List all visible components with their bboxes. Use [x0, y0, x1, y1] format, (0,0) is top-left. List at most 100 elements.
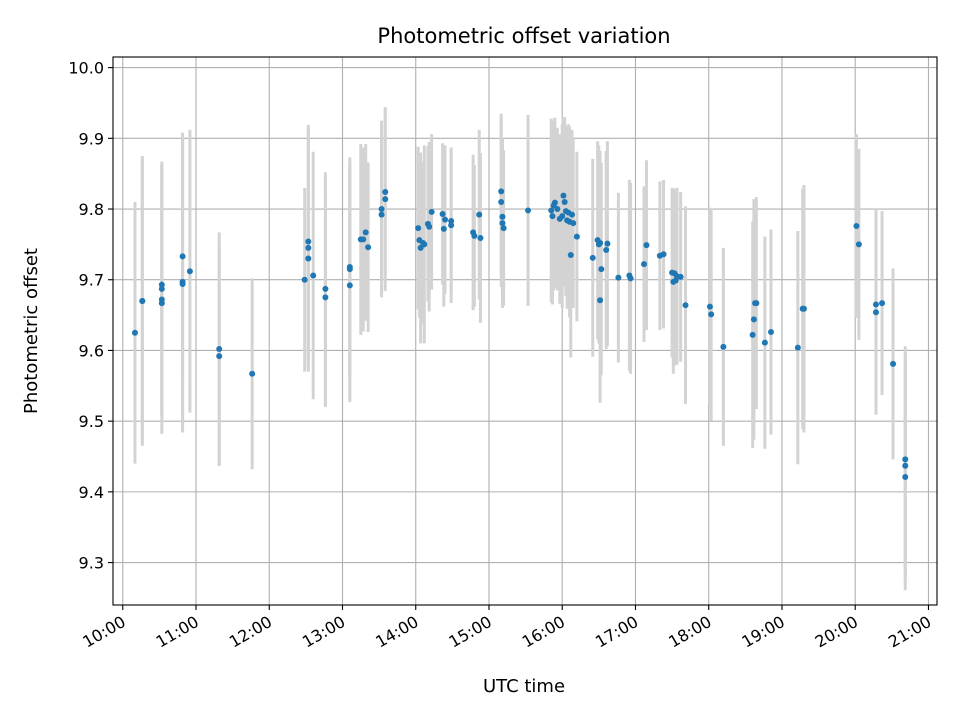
point-layer [131, 188, 909, 481]
data-point [249, 370, 256, 377]
data-point [548, 207, 555, 214]
y-tick-label: 10.0 [68, 59, 104, 78]
data-point [559, 213, 566, 220]
data-point [573, 233, 580, 240]
data-point [476, 211, 483, 218]
data-point [554, 206, 561, 213]
data-point [362, 229, 369, 236]
data-point [589, 254, 596, 261]
data-point [567, 251, 574, 258]
data-point [603, 247, 610, 254]
data-point [872, 309, 879, 316]
y-axis-ticks: 9.3 9.4 9.5 9.6 9.7 9.8 9.9 10.0 [68, 59, 113, 573]
y-tick-label: 9.6 [79, 341, 104, 360]
data-point [641, 261, 648, 268]
data-point [767, 329, 774, 336]
data-point [310, 272, 317, 279]
data-point [570, 220, 577, 227]
data-point [677, 273, 684, 280]
data-point [568, 211, 575, 218]
y-axis-label: Photometric offset [21, 248, 42, 414]
y-tick-label: 9.8 [79, 200, 104, 219]
data-point [560, 192, 567, 199]
data-point [749, 331, 756, 338]
data-point [604, 240, 611, 247]
y-tick-label: 9.7 [79, 271, 104, 290]
y-tick-label: 9.3 [79, 554, 104, 573]
data-point [800, 305, 807, 312]
data-point [706, 303, 713, 310]
data-point [598, 266, 605, 273]
data-point [305, 255, 312, 262]
data-point [551, 199, 558, 206]
data-point [415, 225, 422, 232]
data-point [872, 301, 879, 308]
data-point [428, 208, 435, 215]
data-point [498, 198, 505, 205]
data-point [549, 213, 556, 220]
data-point [179, 253, 186, 260]
data-point [682, 302, 689, 309]
data-point [499, 213, 506, 220]
data-point [525, 207, 532, 214]
data-point [902, 462, 909, 469]
data-point [322, 294, 329, 301]
axes-frame [112, 56, 938, 606]
data-point [853, 222, 860, 229]
data-point [158, 281, 165, 288]
data-point [158, 285, 165, 292]
data-point [346, 266, 353, 273]
data-point [708, 311, 715, 318]
x-axis-label: UTC time [483, 676, 565, 697]
data-point [421, 241, 428, 248]
data-point [500, 225, 507, 232]
data-point [139, 297, 146, 304]
data-point [382, 189, 389, 196]
data-point [448, 218, 455, 225]
chart-title: Photometric offset variation [377, 24, 670, 48]
data-point [660, 251, 667, 258]
data-point [627, 275, 634, 282]
data-point [902, 474, 909, 481]
data-point [720, 343, 727, 350]
data-point [761, 339, 768, 346]
data-point [305, 244, 312, 251]
data-point [426, 223, 433, 230]
data-point [855, 241, 862, 248]
data-point [615, 274, 622, 281]
data-point [131, 329, 138, 336]
data-point [346, 282, 353, 289]
data-point [498, 188, 505, 195]
data-point [158, 300, 165, 307]
data-point [186, 268, 193, 275]
data-point [439, 210, 446, 217]
data-point [382, 196, 389, 203]
data-point [561, 198, 568, 205]
data-point [365, 244, 372, 251]
data-point [902, 456, 909, 463]
data-point [378, 211, 385, 218]
data-point [322, 285, 329, 292]
data-point [477, 235, 484, 242]
data-point [890, 360, 897, 367]
data-point [643, 242, 650, 249]
data-point [179, 280, 186, 287]
data-point [442, 216, 449, 223]
data-point [499, 220, 506, 227]
data-point [597, 239, 604, 246]
data-point [216, 346, 223, 353]
data-point [305, 238, 312, 245]
y-tick-label: 9.9 [79, 129, 104, 148]
y-tick-label: 9.5 [79, 412, 104, 431]
data-point [753, 300, 760, 307]
data-point [301, 276, 308, 283]
data-point [378, 206, 385, 213]
data-point [879, 300, 886, 307]
y-tick-label: 9.4 [79, 483, 104, 502]
data-point [750, 316, 757, 323]
data-point [448, 222, 455, 229]
data-point [597, 297, 604, 304]
